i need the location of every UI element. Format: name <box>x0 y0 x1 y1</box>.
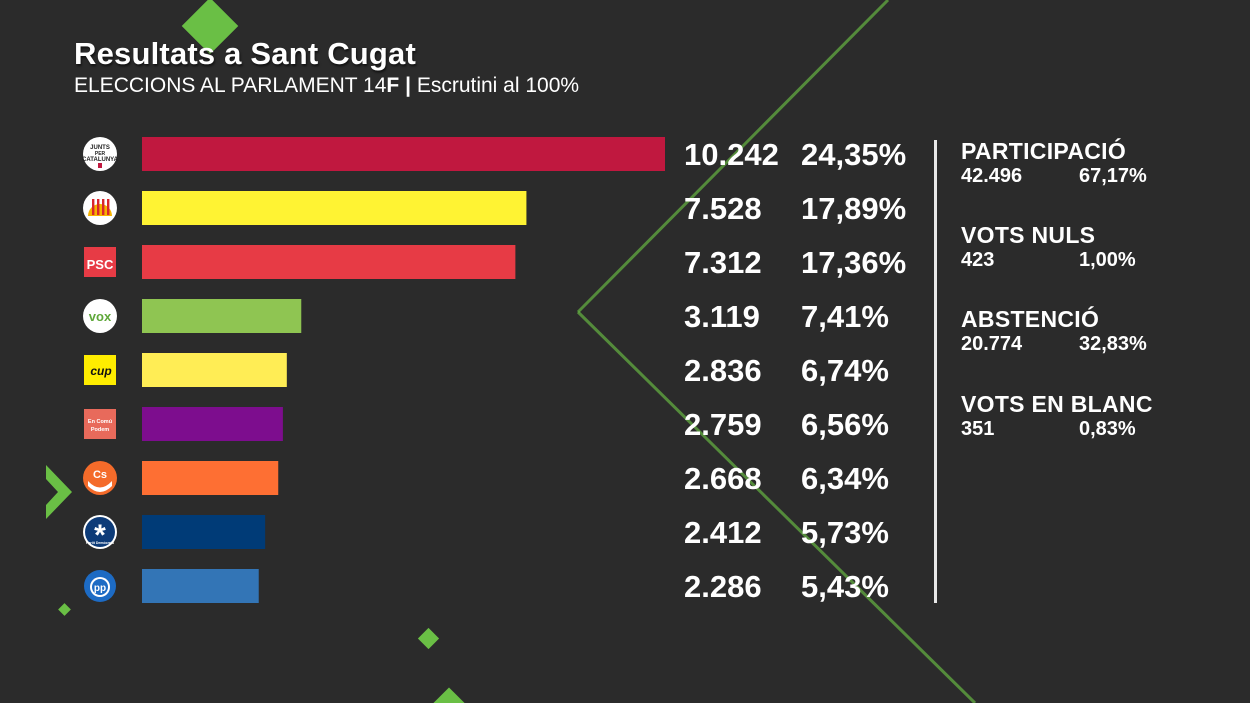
svg-text:vox: vox <box>89 309 112 324</box>
svg-text:PSC: PSC <box>87 257 114 272</box>
decor-line-upper <box>576 0 890 314</box>
bar-2 <box>142 245 516 279</box>
svg-text:cup: cup <box>90 364 111 378</box>
stat-percent: 67,17% <box>1079 165 1147 187</box>
value-labels-group: 10.242 24,35% 7.528 17,89% 7.312 17,36% 3.119 7… <box>684 137 906 604</box>
bar-3 <box>142 299 302 333</box>
stat-percent: 1,00% <box>1079 249 1136 271</box>
svg-text:PER: PER <box>95 151 106 157</box>
stat-count: 20.774 <box>961 333 1023 355</box>
stat-label: PARTICIPACIÓ <box>961 138 1127 164</box>
stats-divider <box>934 140 937 603</box>
svg-text:Cs: Cs <box>93 469 107 481</box>
percent-label-4: 6,74% <box>801 353 889 388</box>
cs-logo-icon: Cs <box>83 461 117 495</box>
value-label-5: 2.759 <box>684 407 762 442</box>
bar-7 <box>142 515 266 549</box>
svg-text:En Comú: En Comú <box>88 419 112 425</box>
erc-logo-icon <box>83 191 117 225</box>
stat-count: 351 <box>961 418 995 440</box>
stat-label: ABSTENCIÓ <box>961 306 1100 332</box>
stat-percent: 32,83% <box>1079 333 1147 355</box>
stat-null-votes: VOTS NULS 423 1,00% <box>961 222 1181 273</box>
decor-diamond-bottom <box>433 687 465 703</box>
subtitle-suffix: Escrutini al 100% <box>416 74 580 97</box>
stat-percent: 0,83% <box>1079 418 1136 440</box>
percent-label-1: 17,89% <box>801 191 906 226</box>
bar-0 <box>142 137 665 171</box>
stat-abstention: ABSTENCIÓ 20.774 32,83% <box>961 306 1181 357</box>
decor-chevron-left <box>46 465 72 519</box>
page-subtitle: ELECCIONS AL PARLAMENT 14F | Escrutini a… <box>74 74 579 98</box>
stat-blank-votes: VOTS EN BLANC 351 0,83% <box>961 391 1181 442</box>
percent-label-5: 6,56% <box>801 407 889 442</box>
value-label-0: 10.242 <box>684 137 779 172</box>
value-label-8: 2.286 <box>684 569 762 604</box>
svg-text:Podem: Podem <box>91 427 109 433</box>
subtitle-prefix: ELECCIONS AL PARLAMENT 14 <box>74 74 387 97</box>
svg-text:pp: pp <box>94 583 106 594</box>
bar-8 <box>142 569 259 603</box>
svg-text:*: * <box>94 519 106 552</box>
value-label-3: 3.119 <box>684 299 760 334</box>
value-label-7: 2.412 <box>684 515 762 550</box>
percent-label-6: 6,34% <box>801 461 889 496</box>
value-label-2: 7.312 <box>684 245 762 280</box>
value-label-4: 2.836 <box>684 353 762 388</box>
decor-diamond-top <box>181 0 239 55</box>
bar-6 <box>142 461 279 495</box>
decor-diamond-small-2 <box>417 627 440 650</box>
stat-participation: PARTICIPACIÓ 42.496 67,17% <box>961 138 1181 189</box>
svg-text:Partit Demòcrata: Partit Demòcrata <box>86 541 114 545</box>
bars-group <box>142 137 665 603</box>
percent-label-0: 24,35% <box>801 137 906 172</box>
decor-line-lower <box>576 310 977 703</box>
pp-logo-icon: pp <box>84 570 116 602</box>
psc-logo-icon: PSC <box>84 247 116 277</box>
stat-label: VOTS NULS <box>961 222 1096 248</box>
svg-text:JUNTS: JUNTS <box>90 145 110 151</box>
svg-text:CATALUNYA: CATALUNYA <box>82 157 119 163</box>
percent-label-3: 7,41% <box>801 299 889 334</box>
decor-diamond-small-1 <box>58 603 71 616</box>
stat-label: VOTS EN BLANC <box>961 391 1153 417</box>
subtitle-separator: | <box>405 74 411 97</box>
percent-label-8: 5,43% <box>801 569 889 604</box>
stat-count: 42.496 <box>961 165 1023 187</box>
bar-5 <box>142 407 283 441</box>
vox-logo-icon: vox <box>83 299 117 333</box>
percent-label-2: 17,36% <box>801 245 906 280</box>
pdecat-logo-icon: *Partit Demòcrata <box>83 515 117 552</box>
page-title: Resultats a Sant Cugat <box>74 36 417 71</box>
percent-label-7: 5,73% <box>801 515 889 550</box>
stat-count: 423 <box>961 249 995 271</box>
bar-4 <box>142 353 287 387</box>
subtitle-bold: F <box>386 74 400 97</box>
bar-1 <box>142 191 527 225</box>
value-label-6: 2.668 <box>684 461 762 496</box>
cup-logo-icon: cup <box>84 355 116 385</box>
value-label-1: 7.528 <box>684 191 762 226</box>
en-comu-podem-logo-icon: En Comú Podem <box>84 409 116 439</box>
